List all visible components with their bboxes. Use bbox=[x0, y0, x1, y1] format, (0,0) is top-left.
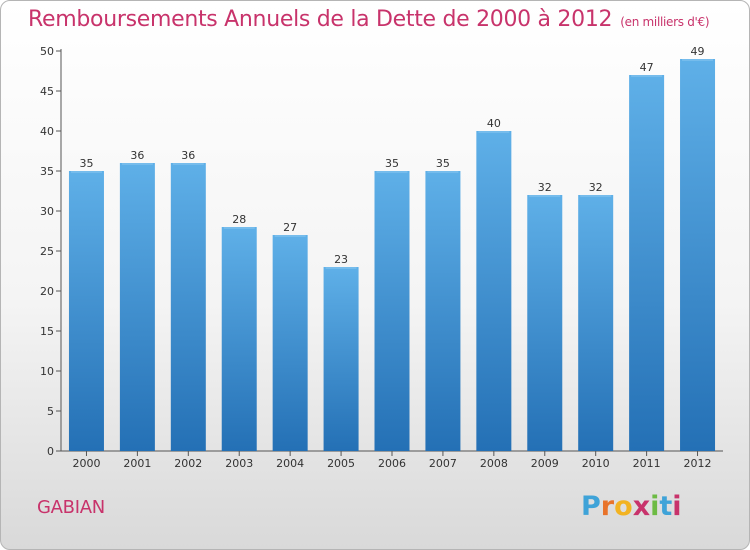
x-tick-label-2012: 2012 bbox=[684, 457, 712, 470]
y-tick-label: 50 bbox=[40, 45, 54, 58]
bar-2000 bbox=[68, 171, 104, 451]
y-tick-label: 15 bbox=[40, 325, 54, 338]
bar-2012 bbox=[680, 59, 716, 451]
x-tick-label-2009: 2009 bbox=[531, 457, 559, 470]
logo-letter: o bbox=[614, 491, 633, 522]
logo-letter: i bbox=[672, 491, 682, 522]
x-tick-label-2002: 2002 bbox=[174, 457, 202, 470]
bar-2005 bbox=[323, 267, 359, 451]
bar-2010 bbox=[578, 195, 614, 451]
chart-unit-note: (en milliers d'€) bbox=[620, 15, 710, 29]
y-tick-label: 35 bbox=[40, 165, 54, 178]
logo-letter: r bbox=[600, 491, 615, 522]
logo-letter: P bbox=[581, 491, 601, 522]
value-labels: 35 36 36 28 27 23 35 35 40 32 32 47 49 bbox=[79, 45, 704, 266]
x-tick-label-2005: 2005 bbox=[327, 457, 355, 470]
bar-2011 bbox=[629, 75, 665, 451]
bar-2006 bbox=[374, 171, 410, 451]
y-tick-label: 25 bbox=[40, 245, 54, 258]
bar-2003 bbox=[221, 227, 257, 451]
y-tick-label: 30 bbox=[40, 205, 54, 218]
logo-letter: x bbox=[632, 491, 651, 522]
y-tick-label: 5 bbox=[47, 405, 54, 418]
x-tick-label-2008: 2008 bbox=[480, 457, 508, 470]
value-label-2002: 36 bbox=[181, 149, 195, 162]
value-label-2003: 28 bbox=[232, 213, 246, 226]
bar-2004 bbox=[272, 235, 308, 451]
y-tick-label: 0 bbox=[47, 445, 54, 458]
logo-letter: i bbox=[650, 491, 660, 522]
y-tick-label: 10 bbox=[40, 365, 54, 378]
value-label-2000: 35 bbox=[79, 157, 93, 170]
bar-2002 bbox=[170, 163, 206, 451]
x-tick-label-2001: 2001 bbox=[123, 457, 151, 470]
bar-2008 bbox=[476, 131, 512, 451]
x-tick-label-2007: 2007 bbox=[429, 457, 457, 470]
x-tick-label-2011: 2011 bbox=[633, 457, 661, 470]
value-label-2012: 49 bbox=[691, 45, 705, 58]
x-tick-label-2010: 2010 bbox=[582, 457, 610, 470]
bar-2007 bbox=[425, 171, 461, 451]
bar-2001 bbox=[119, 163, 155, 451]
x-tick-label-2000: 2000 bbox=[72, 457, 100, 470]
x-tick-label-2006: 2006 bbox=[378, 457, 406, 470]
x-axis: 2000 2001 2002 2003 2004 2005 2006 2007 2008 2009… bbox=[61, 450, 723, 470]
value-label-2005: 23 bbox=[334, 253, 348, 266]
value-label-2001: 36 bbox=[130, 149, 144, 162]
logo-letter: t bbox=[659, 491, 673, 522]
value-label-2011: 47 bbox=[640, 61, 654, 74]
chart-title-text: Remboursements Annuels de la Dette de 20… bbox=[28, 7, 613, 32]
value-label-2010: 32 bbox=[589, 181, 603, 194]
y-axis: 0 5 10 15 20 25 30 35 40 45 50 bbox=[40, 45, 62, 458]
value-label-2004: 27 bbox=[283, 221, 297, 234]
y-tick-label: 45 bbox=[40, 85, 54, 98]
x-tick-label-2003: 2003 bbox=[225, 457, 253, 470]
chart-title: Remboursements Annuels de la Dette de 20… bbox=[28, 7, 710, 32]
value-label-2009: 32 bbox=[538, 181, 552, 194]
bar-series bbox=[68, 59, 716, 451]
y-tick-label: 40 bbox=[40, 125, 54, 138]
x-tick-label-2004: 2004 bbox=[276, 457, 304, 470]
y-tick-label: 20 bbox=[40, 285, 54, 298]
value-label-2006: 35 bbox=[385, 157, 399, 170]
value-label-2008: 40 bbox=[487, 117, 501, 130]
bar-2009 bbox=[527, 195, 563, 451]
commune-name: GABIAN bbox=[37, 497, 105, 518]
proxiti-logo[interactable]: Proxiti bbox=[581, 491, 682, 522]
value-label-2007: 35 bbox=[436, 157, 450, 170]
